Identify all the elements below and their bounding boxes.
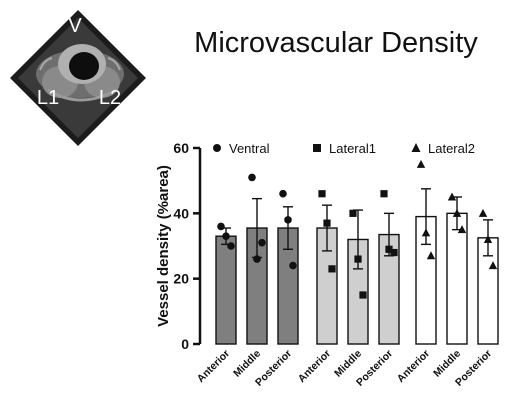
data-point bbox=[416, 159, 426, 168]
y-tick-label: 20 bbox=[173, 271, 189, 287]
data-point bbox=[478, 208, 488, 217]
data-point bbox=[457, 225, 467, 234]
y-axis-label: Vessel density (%area) bbox=[155, 165, 172, 327]
legend-item-ventral: Ventral bbox=[213, 141, 270, 156]
legend-marker-circle bbox=[213, 144, 221, 152]
y-axis-ticks: 0 20 40 60 bbox=[173, 140, 200, 352]
data-point bbox=[426, 251, 436, 260]
data-point bbox=[222, 232, 230, 240]
data-point bbox=[380, 190, 388, 198]
legend: Ventral Lateral1 Lateral2 bbox=[213, 141, 475, 156]
data-point bbox=[385, 245, 393, 253]
data-point bbox=[253, 255, 261, 263]
legend-item-lateral1: Lateral1 bbox=[313, 141, 376, 156]
y-tick-label: 0 bbox=[181, 336, 189, 352]
data-point bbox=[323, 219, 331, 227]
y-tick-label: 40 bbox=[173, 205, 189, 221]
data-point bbox=[248, 173, 256, 182]
image-label-ventral: V bbox=[68, 15, 82, 37]
legend-marker-triangle bbox=[411, 143, 421, 152]
legend-item-lateral2: Lateral2 bbox=[411, 141, 475, 156]
x-tick-label: Anterior bbox=[395, 348, 432, 385]
x-tick-label: Anterior bbox=[195, 348, 232, 385]
tissue-image-panel: V L1 L2 bbox=[10, 10, 146, 146]
data-point bbox=[447, 192, 457, 201]
bar bbox=[215, 235, 237, 345]
data-point bbox=[421, 228, 431, 237]
data-point bbox=[227, 242, 235, 250]
legend-marker-square bbox=[313, 144, 321, 152]
bar-chart: 0 20 40 60 Vessel density (%area) Anterior M… bbox=[155, 140, 499, 389]
figure-title: Microvascular Density bbox=[194, 27, 478, 59]
data-point bbox=[390, 248, 398, 257]
data-point bbox=[289, 261, 297, 270]
legend-label: Lateral2 bbox=[428, 141, 475, 156]
data-point bbox=[284, 216, 292, 224]
data-point bbox=[258, 238, 266, 247]
data-point bbox=[279, 189, 287, 198]
data-point bbox=[318, 190, 326, 198]
data-point bbox=[488, 261, 498, 270]
data-point bbox=[354, 255, 362, 263]
image-label-lateral2: L2 bbox=[99, 87, 121, 109]
data-point bbox=[328, 265, 336, 273]
data-point bbox=[349, 209, 357, 217]
legend-label: Lateral1 bbox=[329, 141, 376, 156]
data-point bbox=[359, 291, 367, 299]
data-point bbox=[483, 234, 493, 243]
legend-label: Ventral bbox=[229, 141, 270, 156]
y-tick-label: 60 bbox=[173, 140, 189, 156]
image-label-lateral1: L1 bbox=[37, 87, 59, 109]
data-point bbox=[217, 222, 225, 231]
x-tick-label: Anterior bbox=[296, 348, 333, 385]
data-point bbox=[452, 208, 462, 217]
